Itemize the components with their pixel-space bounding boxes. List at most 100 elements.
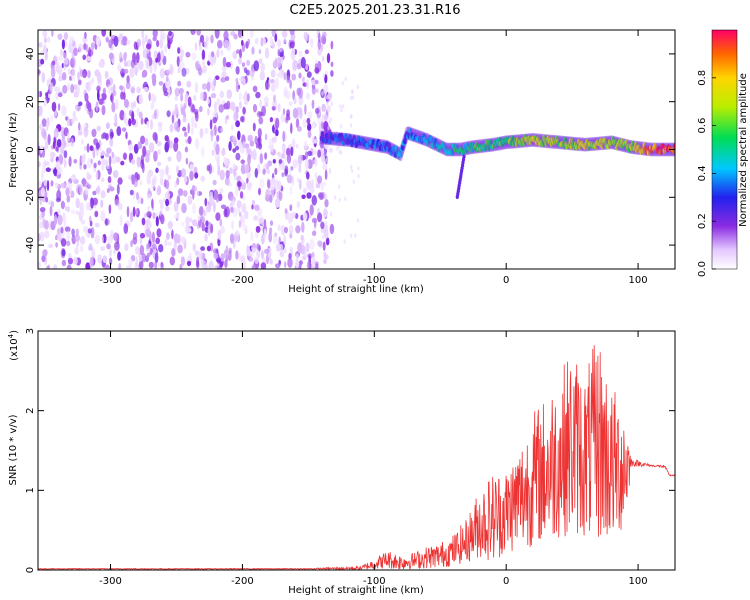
noise-speckle [238, 211, 242, 217]
noise-speckle [106, 188, 110, 193]
noise-speckle [235, 81, 240, 93]
noise-speckle [258, 49, 262, 55]
noise-speckle [274, 167, 278, 176]
colorbar-tick-label: 0.8 [697, 70, 708, 86]
noise-speckle [70, 137, 75, 148]
noise-speckle [116, 126, 122, 137]
noise-speckle [225, 169, 230, 179]
noise-speckle [250, 231, 254, 242]
noise-speckle [96, 85, 101, 92]
noise-speckle [111, 102, 116, 113]
noise-speckle [329, 223, 335, 235]
noise-speckle [206, 81, 211, 92]
noise-speckle [238, 57, 242, 65]
noise-speckle [200, 175, 206, 182]
x-tick-label: -100 [363, 275, 386, 286]
noise-speckle [244, 210, 249, 220]
noise-speckle [214, 264, 218, 269]
noise-speckle [174, 121, 179, 131]
noise-speckle [158, 199, 164, 204]
noise-speckle [69, 36, 75, 45]
noise-speckle [269, 220, 274, 227]
noise-speckle [223, 156, 227, 165]
multiplier-close: ) [9, 330, 20, 334]
noise-speckle [44, 139, 49, 150]
noise-speckle [71, 69, 76, 81]
noise-speckle [39, 231, 45, 242]
noise-speckle [166, 110, 171, 118]
noise-speckle [202, 209, 206, 217]
noise-speckle [307, 123, 312, 132]
noise-speckle [80, 68, 83, 78]
noise-speckle [180, 93, 184, 102]
noise-speckle [194, 122, 198, 129]
noise-speckle [322, 241, 326, 251]
noise-speckle [194, 138, 200, 150]
noise-speckle [291, 73, 297, 81]
noise-speckle [327, 125, 330, 130]
noise-speckle [146, 243, 151, 249]
noise-speckle [324, 220, 328, 226]
noise-speckle [322, 73, 326, 78]
noise-speckle [304, 49, 309, 55]
noise-speckle [90, 42, 95, 51]
noise-speckle [41, 72, 45, 83]
noise-speckle [135, 256, 138, 268]
noise-speckle [235, 250, 239, 260]
noise-speckle [320, 182, 324, 187]
noise-speckle [270, 69, 276, 78]
noise-speckle [351, 89, 354, 94]
noise-speckle [152, 132, 158, 141]
noise-speckle [123, 99, 129, 108]
noise-speckle [213, 252, 219, 259]
noise-speckle [155, 216, 159, 227]
noise-speckle [306, 261, 312, 269]
signal-core [408, 127, 413, 134]
noise-speckle [318, 32, 321, 43]
noise-speckle [202, 260, 208, 269]
noise-speckle [354, 233, 357, 238]
noise-speckle [148, 261, 154, 269]
noise-speckle [46, 180, 50, 192]
noise-speckle [75, 104, 78, 111]
noise-speckle [242, 106, 246, 115]
noise-speckle [329, 97, 332, 102]
noise-speckle [278, 189, 283, 202]
noise-speckle [53, 127, 59, 139]
noise-speckle [322, 162, 328, 171]
noise-speckle [110, 86, 114, 93]
noise-speckle [282, 108, 286, 115]
noise-speckle [62, 212, 66, 223]
noise-speckle [326, 94, 329, 100]
noise-speckle [320, 227, 326, 234]
noise-speckle [217, 164, 221, 175]
noise-speckle [39, 198, 43, 206]
noise-speckle [277, 39, 281, 48]
noise-speckle [83, 164, 87, 170]
noise-speckle [119, 109, 125, 121]
spectrogram-x-axis-label: Height of straight line (km) [288, 284, 424, 295]
noise-speckle [324, 90, 327, 96]
noise-speckle [142, 37, 145, 49]
noise-speckle [157, 161, 162, 167]
signal-core [631, 140, 635, 147]
noise-speckle [159, 68, 165, 79]
snr-x-ticks: -300 -200 -100 0 100 [99, 331, 648, 587]
noise-speckle [77, 71, 80, 81]
noise-speckle [127, 175, 132, 181]
noise-speckle [152, 36, 157, 42]
noise-speckle [65, 142, 72, 147]
noise-speckle [253, 215, 259, 221]
noise-speckle [210, 223, 214, 234]
noise-speckle [282, 144, 285, 153]
noise-speckle [45, 196, 49, 203]
noise-speckle [65, 116, 68, 121]
signal-core [429, 136, 434, 143]
noise-speckle [66, 82, 70, 91]
noise-speckle [85, 262, 91, 269]
noise-speckle [118, 203, 123, 211]
noise-speckle [296, 125, 302, 132]
noise-speckle [217, 229, 222, 240]
noise-speckle [210, 93, 217, 99]
noise-speckle [282, 130, 286, 142]
